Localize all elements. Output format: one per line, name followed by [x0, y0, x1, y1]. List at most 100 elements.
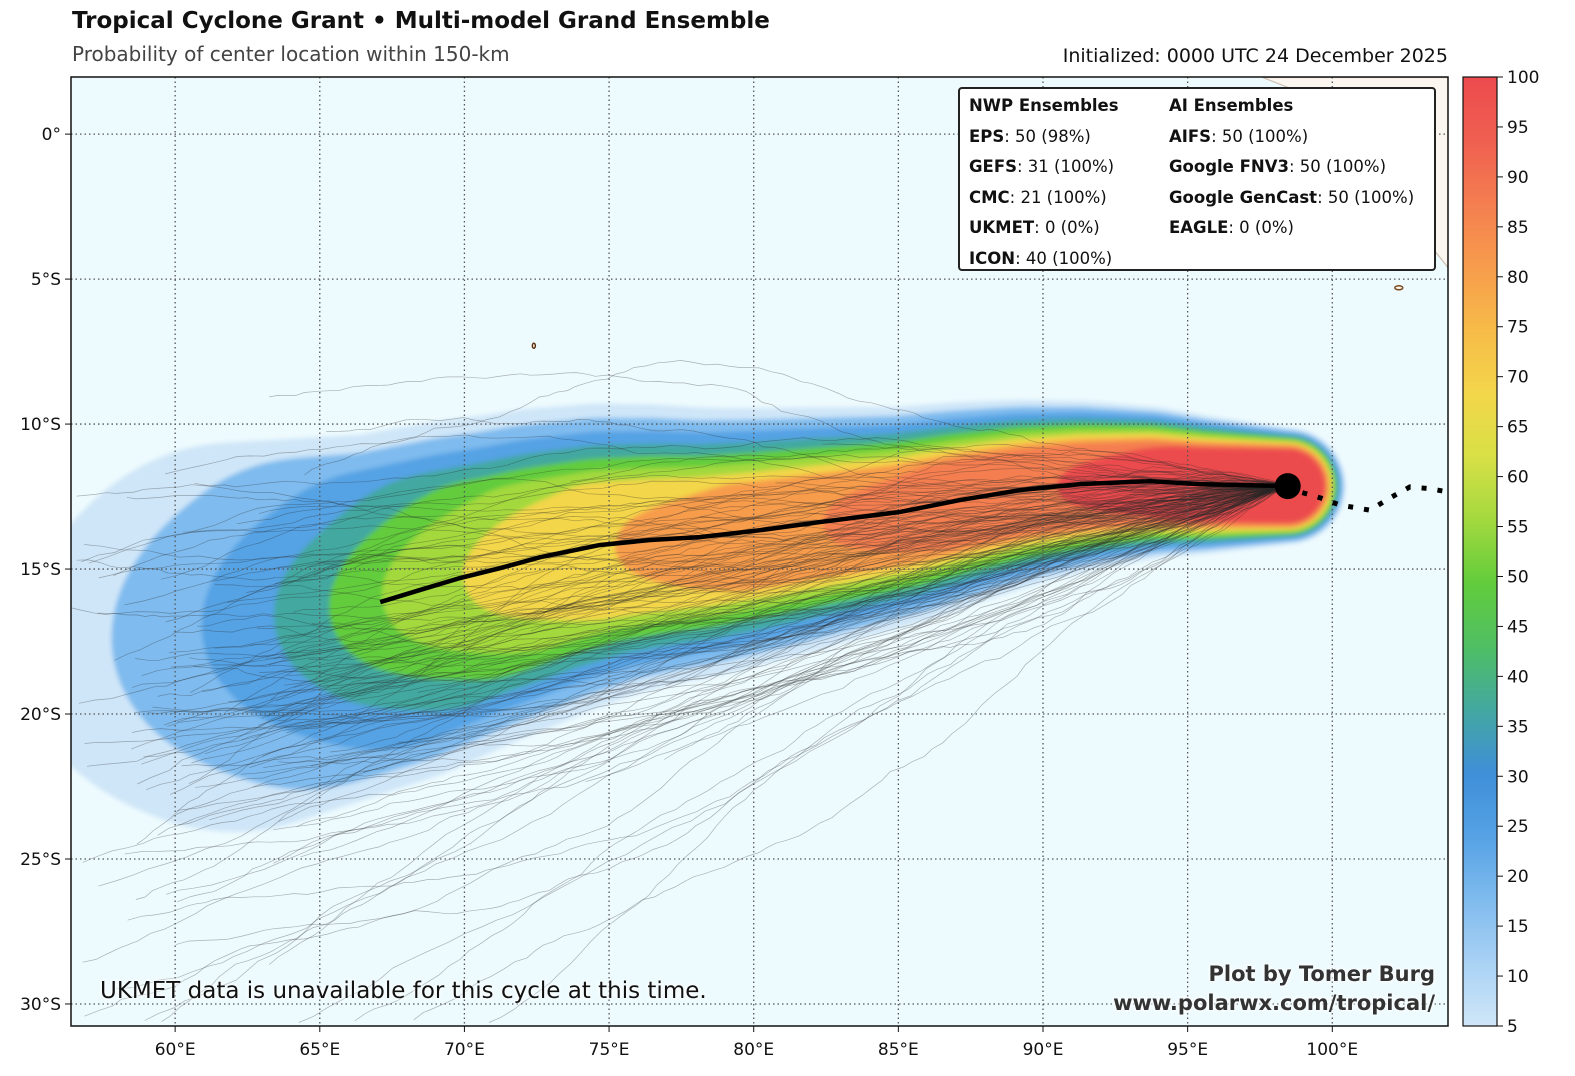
member-track — [113, 484, 1287, 577]
colorbar-tick-label: 10 — [1507, 967, 1529, 987]
member-track — [195, 482, 1287, 788]
x-tick-label: 95°E — [1167, 1040, 1208, 1060]
member-track — [268, 484, 1287, 965]
legend-model: EAGLE — [1169, 218, 1229, 237]
member-track — [609, 484, 1287, 650]
legend-value: : 50 (100%) — [1317, 187, 1415, 207]
colorbar-tick-label: 65 — [1507, 418, 1529, 438]
colorbar-tick-label: 5 — [1507, 1017, 1518, 1037]
member-track — [86, 482, 1287, 767]
member-track — [170, 484, 1287, 715]
member-track — [287, 484, 1287, 677]
credit-url[interactable]: www.polarwx.com/tropical/ — [1113, 991, 1435, 1015]
member-track — [298, 484, 1287, 1023]
legend-model: ICON — [969, 248, 1016, 268]
ensemble-legend: NWP Ensembles EPS: 50 (98%) GEFS: 31 (10… — [958, 87, 1436, 271]
member-track — [363, 484, 1287, 773]
colorbar-tick-label: 70 — [1507, 368, 1529, 388]
colorbar-tick-label: 100 — [1507, 68, 1539, 88]
member-track — [553, 484, 1287, 611]
member-track — [273, 484, 1287, 831]
member-track — [269, 372, 1287, 491]
member-track — [141, 484, 1287, 765]
member-track — [265, 474, 1287, 659]
legend-model: UKMET — [969, 218, 1035, 237]
member-track — [194, 482, 1287, 545]
member-track — [131, 484, 1287, 688]
member-track — [457, 483, 1287, 644]
x-axis-ticks: 60°E 65°E 70°E 75°E 80°E 85°E 90°E 95°E 100°E — [155, 1026, 1358, 1060]
member-track — [682, 484, 1287, 626]
member-track — [292, 484, 1287, 613]
legend-value: : 31 (100%) — [1016, 157, 1115, 176]
member-track — [281, 484, 1287, 660]
member-track — [82, 484, 1287, 963]
member-track — [244, 484, 1287, 713]
diego-garcia-island — [531, 342, 537, 350]
member-track — [277, 484, 1287, 722]
colorbar-tick-label: 85 — [1507, 218, 1529, 238]
ensemble-member-tracks — [71, 360, 1287, 1023]
member-track — [257, 484, 1287, 726]
member-track — [300, 484, 1287, 858]
past-track — [1286, 483, 1448, 513]
colorbar-tick-label: 60 — [1507, 468, 1529, 488]
member-track — [844, 484, 1287, 567]
member-track — [413, 484, 1287, 1021]
init-time: Initialized: 0000 UTC 24 December 2025 — [1062, 45, 1448, 67]
member-track — [258, 480, 1287, 515]
member-track — [310, 484, 1287, 767]
ai-title: AI Ensembles — [1169, 96, 1294, 115]
member-track — [278, 484, 1287, 765]
member-track — [173, 484, 1287, 633]
member-track — [298, 480, 1287, 579]
member-track — [252, 484, 1287, 788]
member-track — [263, 484, 1287, 769]
x-tick-label: 85°E — [878, 1040, 919, 1060]
legend-entry: CMC: 21 (100%) — [969, 187, 1119, 218]
member-track — [97, 483, 1287, 615]
member-track — [82, 484, 1287, 863]
band-segment — [382, 552, 470, 639]
y-tick-label: 15°S — [20, 560, 61, 580]
member-track — [266, 483, 1287, 717]
member-track — [188, 484, 1287, 784]
member-track — [261, 484, 1287, 719]
member-track — [276, 484, 1287, 702]
member-track — [268, 484, 1287, 666]
member-track — [665, 484, 1287, 623]
member-track — [71, 484, 1287, 621]
band-segment — [615, 521, 665, 572]
x-tick-label: 60°E — [155, 1040, 196, 1060]
legend-model: Google FNV3 — [1169, 157, 1289, 176]
member-track — [507, 484, 1287, 625]
member-track — [398, 484, 1287, 743]
member-track — [163, 484, 1287, 726]
member-track — [249, 484, 1287, 769]
member-track — [665, 484, 1287, 687]
x-tick-label: 65°E — [299, 1040, 340, 1060]
legend-model: Google GenCast — [1169, 187, 1318, 207]
member-track — [570, 445, 1287, 486]
member-track — [354, 484, 1287, 1022]
x-tick-label: 80°E — [733, 1040, 774, 1060]
chart-title: Tropical Cyclone Grant • Multi-model Gra… — [72, 8, 770, 34]
legend-value: : 50 (100%) — [1211, 126, 1309, 146]
member-track — [84, 484, 1287, 561]
member-track — [134, 484, 1287, 713]
member-track — [585, 484, 1287, 783]
member-track — [193, 484, 1287, 683]
legend-entry: UKMET: 0 (0%) — [969, 217, 1119, 248]
member-track — [183, 484, 1287, 541]
current-position-marker — [1274, 473, 1301, 500]
colorbar-tick-label: 50 — [1507, 567, 1529, 587]
member-track — [621, 484, 1287, 611]
colorbar-tick-label: 45 — [1507, 617, 1529, 637]
member-track — [280, 484, 1287, 585]
member-track — [228, 484, 1287, 702]
member-track — [224, 451, 1287, 713]
member-track — [169, 484, 1287, 653]
member-track — [250, 484, 1287, 647]
member-track — [157, 484, 1287, 836]
